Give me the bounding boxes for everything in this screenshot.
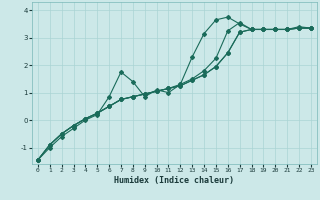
- X-axis label: Humidex (Indice chaleur): Humidex (Indice chaleur): [115, 176, 234, 185]
